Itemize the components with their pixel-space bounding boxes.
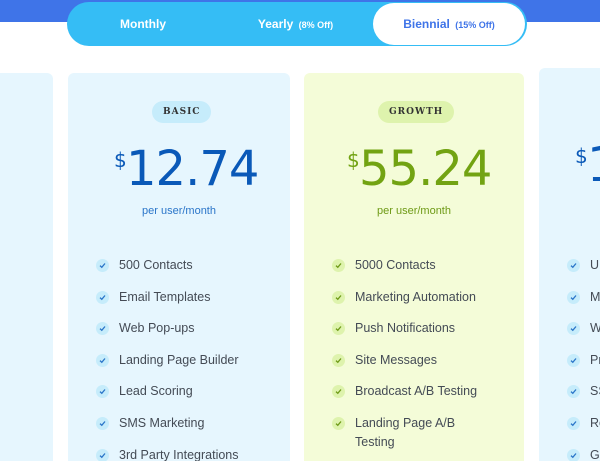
toggle-yearly[interactable]: Yearly (8% Off) [219, 2, 372, 46]
check-circle-icon [96, 416, 109, 430]
feature-label: Push Notifications [355, 321, 456, 336]
price-period: per user/month [377, 205, 451, 217]
toggle-monthly[interactable]: Monthly [67, 2, 219, 46]
feature-item: Marketing Automation [332, 288, 477, 320]
pricing-card-next: $ 1 U M W Pr SS Re G [539, 68, 600, 461]
check-circle-icon [96, 385, 109, 399]
feature-label: SMS Marketing [119, 415, 205, 430]
check-circle-icon [567, 448, 580, 461]
feature-item: 5000 Contacts [332, 256, 477, 288]
check-circle-icon [96, 353, 109, 367]
feature-list: 500 Contacts Email Templates Web Pop-ups… [96, 256, 239, 461]
toggle-yearly-label: Yearly [257, 17, 294, 31]
currency-symbol: $ [575, 144, 588, 168]
check-circle-icon [96, 290, 109, 304]
feature-item: Push Notifications [332, 319, 477, 351]
feature-label: Site Messages [355, 352, 437, 367]
feature-item: Site Messages [332, 351, 477, 383]
feature-label: W [590, 321, 600, 336]
check-circle-icon [96, 322, 109, 336]
feature-item: 3rd Party Integrations [96, 446, 239, 461]
feature-label: Pr [590, 352, 600, 367]
feature-label: SS [590, 384, 600, 399]
feature-item: Re [567, 414, 600, 446]
toggle-yearly-discount: (8% Off) [298, 20, 334, 30]
currency-symbol: $ [114, 148, 127, 172]
feature-label: 5000 Contacts [355, 258, 436, 272]
feature-label: Re [590, 415, 600, 430]
pricing-card-growth: GROWTH $ 55.24 per user/month 5000 Conta… [304, 73, 524, 461]
feature-list: U M W Pr SS Re G [567, 256, 600, 461]
pricing-card-previous [0, 73, 53, 461]
check-circle-icon [332, 259, 345, 272]
feature-item: Broadcast A/B Testing [332, 382, 477, 414]
feature-item: U [567, 256, 600, 288]
plan-badge: BASIC [152, 101, 212, 123]
feature-item: SS [567, 382, 600, 414]
check-circle-icon [567, 322, 580, 336]
feature-label: Landing Page Builder [119, 352, 239, 367]
check-circle-icon [96, 259, 109, 272]
check-circle-icon [332, 385, 345, 399]
billing-period-toggle: Monthly Yearly (8% Off) Biennial (15% Of… [67, 2, 527, 46]
feature-item: Pr [567, 351, 600, 383]
feature-item: W [567, 319, 600, 351]
toggle-biennial-discount: (15% Off) [455, 20, 495, 30]
check-circle-icon [567, 385, 580, 399]
check-circle-icon [567, 290, 580, 304]
feature-label: U [590, 258, 600, 272]
feature-item: M [567, 288, 600, 320]
toggle-biennial-label: Biennial [403, 17, 450, 31]
check-circle-icon [332, 353, 345, 367]
check-circle-icon [332, 322, 345, 336]
price-amount: 55.24 [359, 141, 492, 197]
check-circle-icon [567, 259, 580, 272]
check-circle-icon [567, 416, 580, 430]
feature-label: G [590, 447, 600, 461]
feature-label: Web Pop-ups [119, 321, 195, 336]
plan-badge: GROWTH [378, 101, 455, 123]
feature-item: Landing Page Builder [96, 351, 239, 383]
feature-item: Web Pop-ups [96, 319, 239, 351]
feature-label: Marketing Automation [355, 289, 476, 304]
check-circle-icon [332, 416, 345, 430]
toggle-biennial[interactable]: Biennial (15% Off) [373, 3, 525, 45]
pricing-card-basic: BASIC $ 12.74 per user/month 500 Contact… [68, 73, 290, 461]
feature-label: 3rd Party Integrations [119, 447, 239, 461]
feature-label: Broadcast A/B Testing [355, 384, 478, 399]
currency-symbol: $ [347, 148, 360, 172]
plan-price: $ 55.24 [347, 144, 492, 194]
feature-item: G [567, 446, 600, 461]
feature-item: Email Templates [96, 288, 239, 320]
feature-label: Landing Page A/B Testing [355, 415, 456, 449]
feature-label: Email Templates [119, 289, 211, 304]
price-amount: 12.74 [126, 141, 259, 197]
check-circle-icon [96, 448, 109, 461]
price-amount: 1 [587, 140, 600, 190]
feature-item: Lead Scoring [96, 382, 239, 414]
feature-item: Landing Page A/B Testing [332, 414, 462, 452]
feature-label: M [590, 289, 600, 304]
feature-list: 5000 Contacts Marketing Automation Push … [332, 256, 477, 452]
check-circle-icon [332, 290, 345, 304]
feature-label: 500 Contacts [119, 258, 193, 272]
plan-price: $ 12.74 [114, 144, 259, 194]
check-circle-icon [567, 353, 580, 367]
price-period: per user/month [142, 205, 216, 217]
feature-item: SMS Marketing [96, 414, 239, 446]
feature-item: 500 Contacts [96, 256, 239, 288]
toggle-monthly-label: Monthly [120, 17, 166, 31]
feature-label: Lead Scoring [119, 384, 193, 399]
